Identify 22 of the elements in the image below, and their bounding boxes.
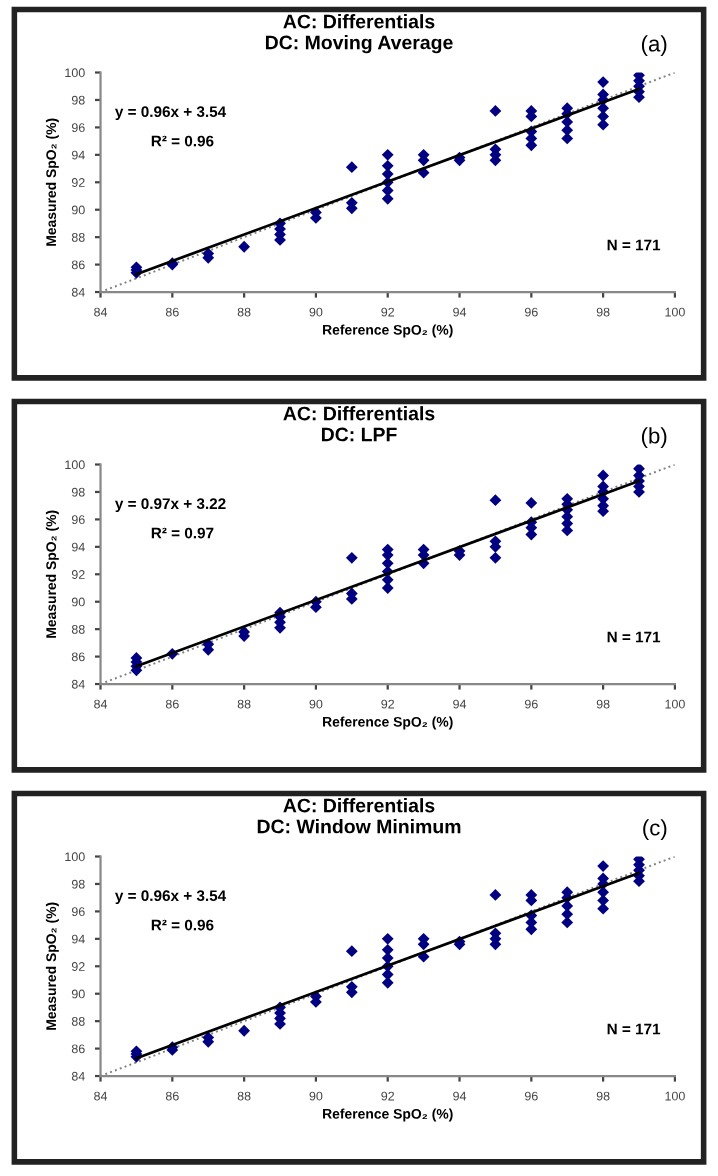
point: [238, 1024, 251, 1037]
point: [489, 494, 502, 507]
point: [381, 932, 394, 945]
point: [489, 889, 502, 901]
point: [597, 76, 610, 89]
point: [489, 551, 502, 564]
point: [597, 469, 610, 482]
chart-title: AC: Differentials DC: Window Minimum: [257, 798, 461, 834]
text: (a): [641, 35, 667, 56]
point: [597, 860, 610, 873]
point: [489, 105, 502, 117]
point: [525, 497, 538, 509]
chart-title: AC: Differentials DC: Moving Average: [265, 14, 453, 54]
point: [381, 582, 394, 594]
point: [381, 148, 394, 161]
text: (b): [641, 427, 667, 448]
chart-title: AC: Differentials DC: LPF: [283, 406, 435, 442]
point: [345, 161, 358, 174]
point: [345, 945, 358, 958]
text: (c): [643, 819, 667, 840]
point: [238, 240, 251, 253]
point: [345, 551, 358, 564]
